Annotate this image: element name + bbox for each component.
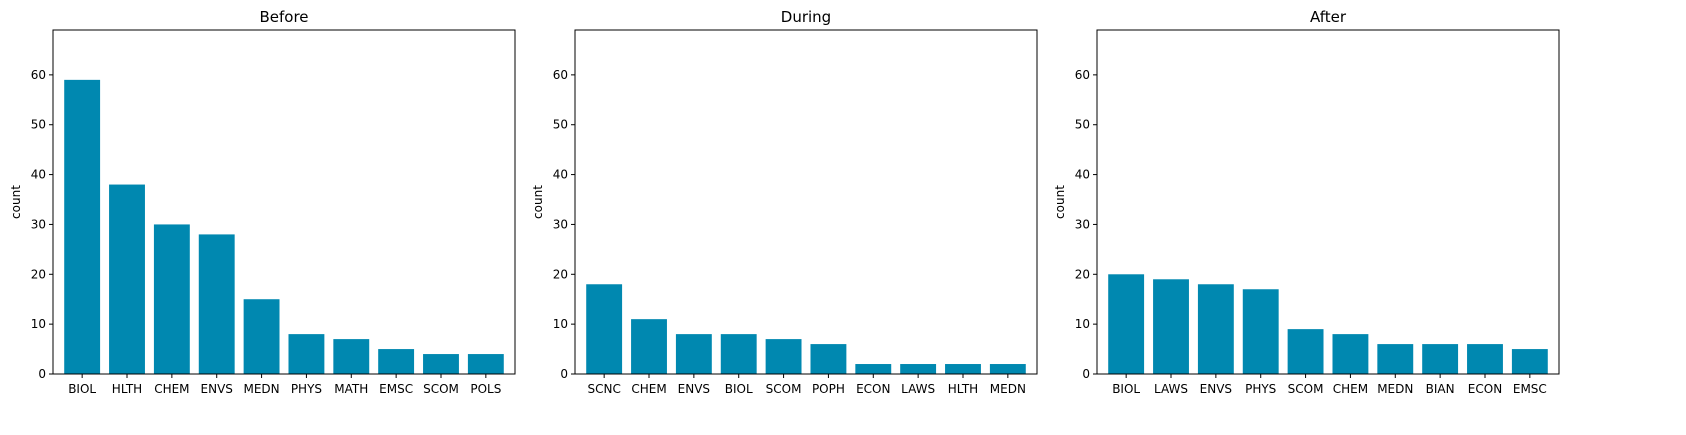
plot-frame xyxy=(1096,29,1560,375)
x-tick-label: BIOL xyxy=(1112,382,1140,396)
bar-scnc xyxy=(586,284,623,374)
x-tick-label: POLS xyxy=(470,382,501,396)
x-tick-label: MEDN xyxy=(1377,382,1413,396)
bar-envs xyxy=(1197,284,1234,374)
bar-pols xyxy=(467,354,504,374)
plot-frame xyxy=(52,29,516,375)
bar-chem xyxy=(1332,334,1369,374)
y-tick-label: 10 xyxy=(31,317,46,331)
y-tick-label: 0 xyxy=(1082,367,1090,381)
x-tick-label: LAWS xyxy=(1154,382,1188,396)
x-tick-label: CHEM xyxy=(1333,382,1368,396)
bar-medn xyxy=(1377,344,1414,374)
x-tick-label: EMSC xyxy=(379,382,413,396)
bar-phys xyxy=(1242,289,1279,374)
x-tick-label: CHEM xyxy=(154,382,189,396)
x-tick-label: SCOM xyxy=(423,382,459,396)
x-tick-label: HLTH xyxy=(948,382,978,396)
bar-poph xyxy=(810,344,847,374)
bar-emsc xyxy=(1511,349,1548,374)
y-tick-label: 40 xyxy=(31,168,46,182)
chart-panel-1: 0 10 20 30 40 50 60 BIOL HLTH CHEM ENVS MEDN PHYS MAT… xyxy=(9,8,516,396)
x-tick-label: HLTH xyxy=(112,382,142,396)
x-tick-label: PHYS xyxy=(1245,382,1276,396)
bar-biol xyxy=(1108,274,1145,374)
x-tick-label: SCNC xyxy=(587,382,620,396)
x-tick-label: SCOM xyxy=(1288,382,1324,396)
chart-title: After xyxy=(1310,8,1347,26)
x-tick-label: SCOM xyxy=(766,382,802,396)
bar-hlth xyxy=(109,184,145,374)
y-tick-label: 50 xyxy=(1075,118,1090,132)
bar-laws xyxy=(1153,279,1189,374)
x-tick-label: ECON xyxy=(1468,382,1502,396)
y-tick-label: 60 xyxy=(31,68,46,82)
y-axis-label: count xyxy=(531,185,545,219)
chart-title: During xyxy=(781,8,831,26)
x-tick-label: BIAN xyxy=(1426,382,1455,396)
x-tick-label: EMSC xyxy=(1513,382,1547,396)
y-tick-label: 50 xyxy=(31,118,46,132)
chart-panel-3: 0 10 20 30 40 50 60 BIOL LAWS ENVS PHYS SCOM CHEM MED… xyxy=(1053,8,1560,396)
y-tick-label: 40 xyxy=(1075,168,1090,182)
bar-medn xyxy=(243,299,280,374)
y-tick-label: 10 xyxy=(1075,317,1090,331)
bar-phys xyxy=(288,334,325,374)
y-tick-label: 50 xyxy=(553,118,568,132)
bar-math xyxy=(333,339,370,374)
bar-emsc xyxy=(378,349,415,374)
bar-chem xyxy=(631,319,667,374)
y-tick-label: 0 xyxy=(560,367,568,381)
bar-laws xyxy=(900,364,937,374)
x-tick-label: ECON xyxy=(856,382,890,396)
bar-econ xyxy=(1467,344,1503,374)
y-tick-label: 60 xyxy=(553,68,568,82)
bar-bian xyxy=(1422,344,1459,374)
y-tick-label: 60 xyxy=(1075,68,1090,82)
x-tick-label: LAWS xyxy=(901,382,935,396)
x-tick-label: ENVS xyxy=(1200,382,1232,396)
bar-envs xyxy=(675,334,712,374)
y-tick-label: 20 xyxy=(1075,267,1090,281)
y-tick-label: 0 xyxy=(38,367,46,381)
bar-scom xyxy=(1287,329,1324,374)
x-tick-label: MEDN xyxy=(990,382,1026,396)
x-tick-label: MATH xyxy=(334,382,368,396)
y-tick-label: 30 xyxy=(31,217,46,231)
y-tick-label: 30 xyxy=(1075,217,1090,231)
bar-scom xyxy=(765,339,802,374)
x-tick-label: ENVS xyxy=(201,382,233,396)
x-tick-label: CHEM xyxy=(631,382,666,396)
bar-biol xyxy=(720,334,757,374)
y-axis-label: count xyxy=(1053,185,1067,219)
chart-title: Before xyxy=(259,8,308,26)
bar-chem xyxy=(153,224,190,374)
y-tick-label: 10 xyxy=(553,317,568,331)
bar-hlth xyxy=(945,364,981,374)
x-tick-label: PHYS xyxy=(291,382,322,396)
x-tick-label: BIOL xyxy=(68,382,96,396)
y-tick-label: 40 xyxy=(553,168,568,182)
y-tick-label: 30 xyxy=(553,217,568,231)
y-axis-label: count xyxy=(9,185,23,219)
x-tick-label: BIOL xyxy=(725,382,753,396)
bar-medn xyxy=(989,364,1026,374)
plot-frame xyxy=(574,29,1038,375)
chart-panel-2: 0 10 20 30 40 50 60 SCNC CHEM ENVS BIOL SCOM POPH ECO… xyxy=(531,8,1038,396)
x-tick-label: ENVS xyxy=(678,382,710,396)
bar-biol xyxy=(64,79,101,375)
x-tick-label: MEDN xyxy=(243,382,279,396)
y-tick-label: 20 xyxy=(553,267,568,281)
y-tick-label: 20 xyxy=(31,267,46,281)
bar-envs xyxy=(198,234,235,374)
bar-econ xyxy=(855,364,892,374)
bar-scom xyxy=(423,354,459,374)
x-tick-label: POPH xyxy=(812,382,845,396)
